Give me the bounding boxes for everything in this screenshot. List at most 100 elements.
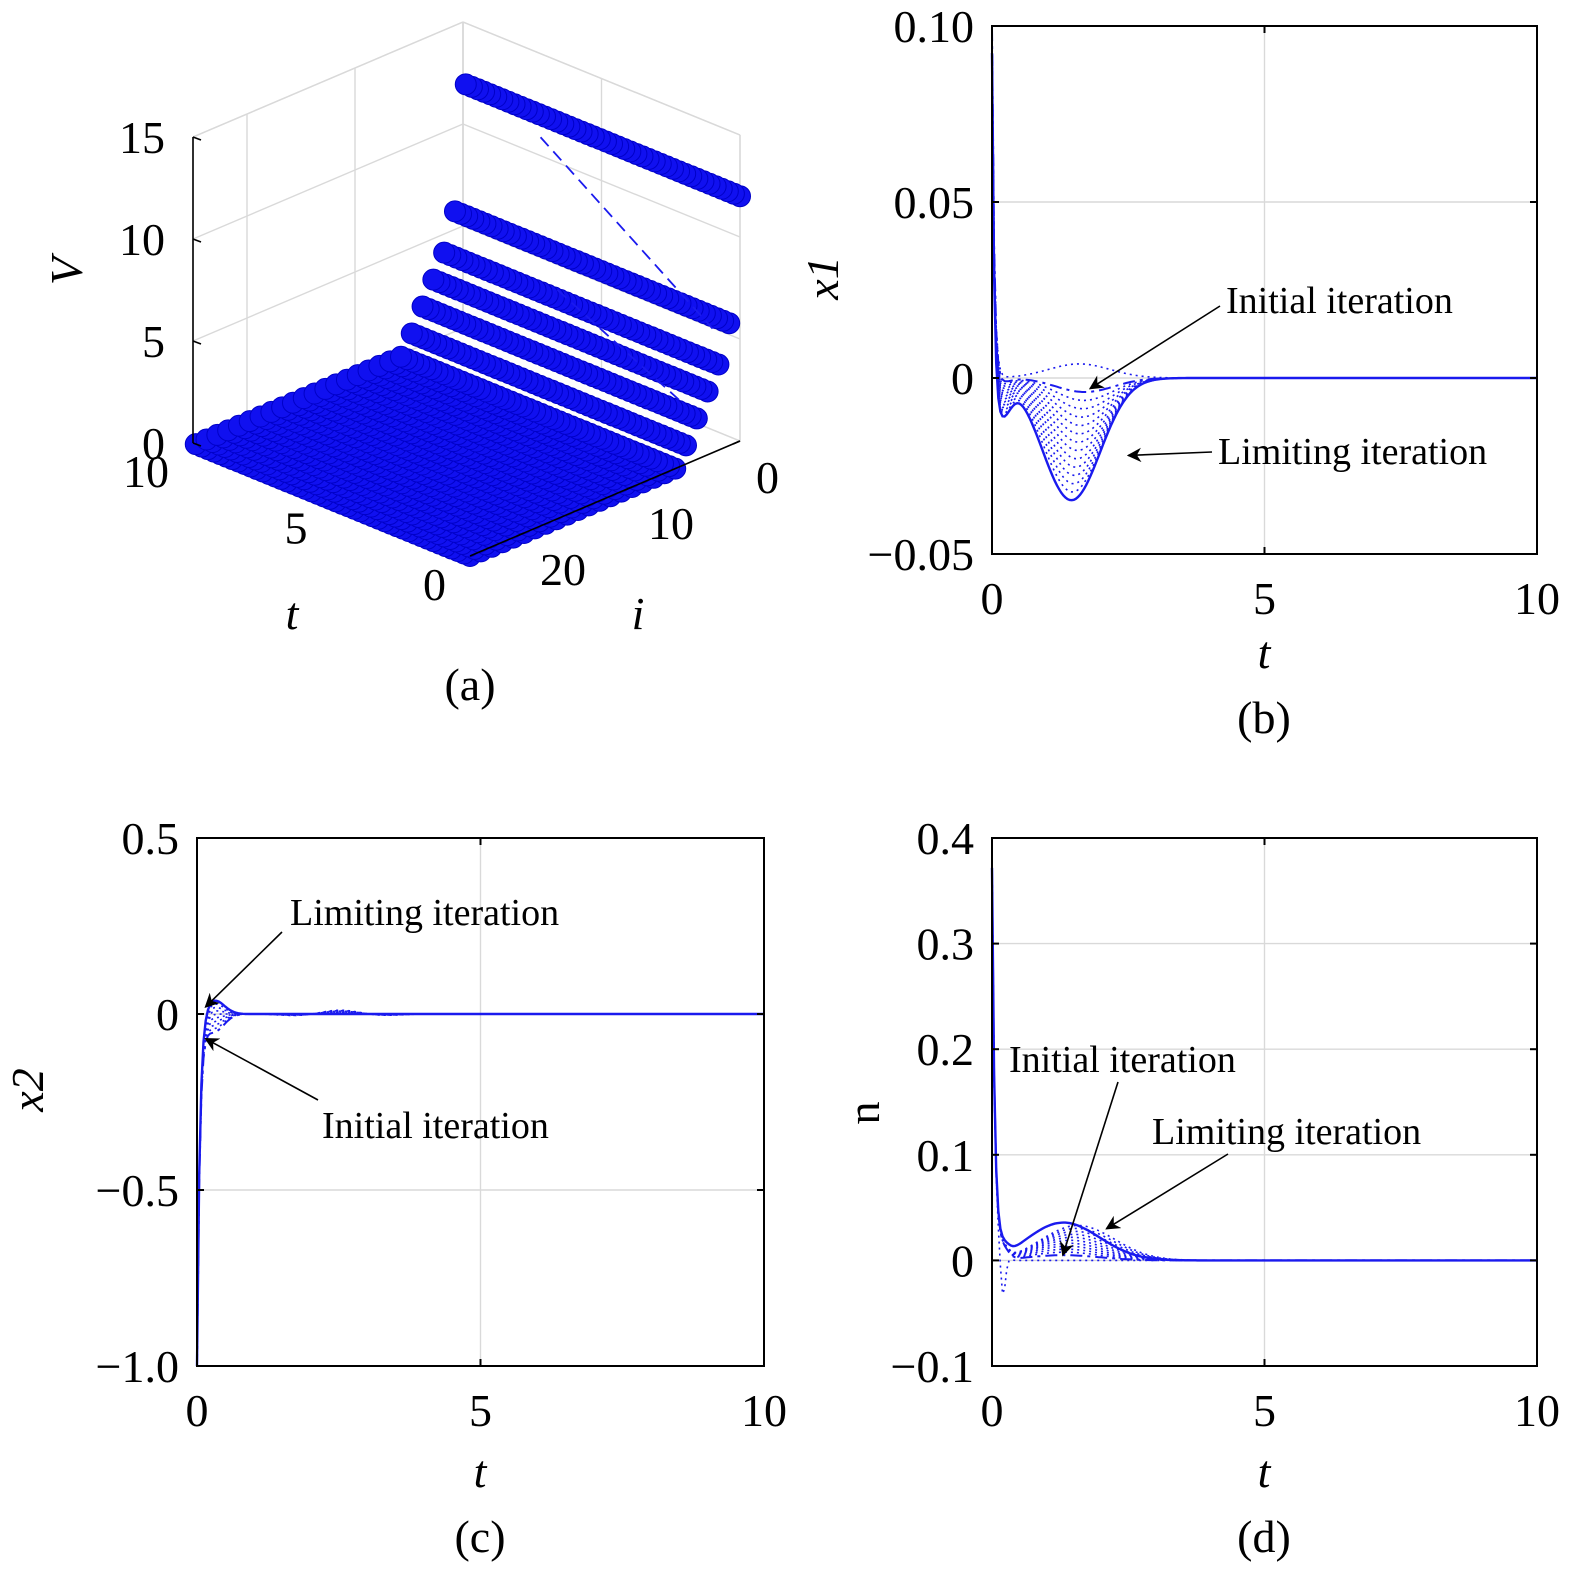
panel-a-ztick-mark xyxy=(192,238,202,243)
panel-b-ylabel: x1 xyxy=(797,256,848,300)
panel-d-ytick-label: 0.4 xyxy=(917,813,975,864)
panel-b-series-limiting xyxy=(990,52,1537,502)
panel-c-ytick-label: 0 xyxy=(156,989,179,1040)
panel-a-ytick-label: 10 xyxy=(648,498,694,549)
panel-b-ytick-label: 0 xyxy=(951,353,974,404)
panel-d-grid xyxy=(992,838,1537,1366)
panel-c-ytick-label: −1.0 xyxy=(96,1341,179,1392)
panel-a-zgrid xyxy=(192,21,464,138)
panel-a-dot xyxy=(454,73,477,96)
panel-b-annotation-arrow xyxy=(1126,447,1213,463)
panel-a-ztick-label: 5 xyxy=(142,316,165,367)
panel-a-dashed-link xyxy=(556,289,683,404)
panel-a-ztick-label: 10 xyxy=(119,214,165,265)
panel-b-data xyxy=(990,25,1537,502)
panel-d-caption: (d) xyxy=(1237,1511,1291,1562)
panel-a-dot xyxy=(400,322,423,345)
panel-d-ticks: 0 5 10−0.100.10.20.30.4 xyxy=(891,813,1560,1436)
panel-c-annotation-arrow xyxy=(204,931,283,1008)
panel-a-ztick-label: 0 xyxy=(142,418,165,469)
panel-a-ytick-mark xyxy=(516,532,525,537)
panel-b-xtick-label: 5 xyxy=(1253,573,1276,624)
panel-a-zlabel: V xyxy=(41,252,92,285)
panel-d-annotation-text: Limiting iteration xyxy=(1152,1111,1421,1153)
panel-a-ztick-mark xyxy=(192,340,202,345)
panel-c-ytick-label: 0.5 xyxy=(122,813,180,864)
panel-a-ytick-label: 20 xyxy=(540,544,586,595)
panel-c-annotations: Limiting iteration Initial iteration xyxy=(204,892,559,1147)
panel-d-xtick-label: 5 xyxy=(1253,1385,1276,1436)
panel-d-data xyxy=(990,867,1537,1294)
panel-c-ytick-label: −0.5 xyxy=(96,1165,179,1216)
panel-a-ylabel: i xyxy=(632,588,645,639)
panel-d: 0 5 10−0.100.10.20.30.4 u t (d) Initial it… xyxy=(848,813,1560,1562)
panel-a-data xyxy=(184,73,751,567)
panel-b-xtick-label: 0 xyxy=(981,573,1004,624)
panel-d-annotation-text: Initial iteration xyxy=(1009,1039,1236,1081)
panel-b-series-initial xyxy=(991,29,1537,393)
panel-c-xlabel: t xyxy=(474,1446,488,1497)
panel-b-annotation-text: Initial iteration xyxy=(1226,280,1453,322)
panel-d-ytick-label: 0.3 xyxy=(917,919,975,970)
panel-a-caption: (a) xyxy=(444,659,495,710)
panel-b-annotations: Initial iteration Limiting iteration xyxy=(1088,280,1487,473)
panel-d-annotation-arrow xyxy=(1059,1081,1119,1257)
panel-a-xtick-label: 0 xyxy=(423,559,446,610)
panel-c-ylabel: x2 xyxy=(2,1068,53,1112)
panel-b-ytick-label: −0.05 xyxy=(868,529,974,580)
panel-d-ytick-label: 0 xyxy=(951,1235,974,1286)
panel-d-annotations: Initial iteration Limiting iteration xyxy=(1009,1039,1421,1257)
panel-a-ytick-label: 0 xyxy=(756,452,779,503)
panel-c-caption: (c) xyxy=(454,1511,505,1562)
panel-d-ylabel: u xyxy=(848,1102,899,1125)
panel-a-dot xyxy=(389,345,412,368)
panel-c-annotation-text: Initial iteration xyxy=(322,1105,549,1147)
panel-d-xtick-label: 0 xyxy=(981,1385,1004,1436)
panel-a-dot xyxy=(443,200,466,223)
panel-b-series-intermediate xyxy=(991,49,1537,485)
panel-c-series-limiting xyxy=(195,999,764,1367)
panel-c-annotation-text: Limiting iteration xyxy=(290,892,559,934)
panel-d-ytick-label: −0.1 xyxy=(891,1341,974,1392)
panel-d-ytick-label: 0.2 xyxy=(917,1024,975,1075)
panel-c-xtick-label: 5 xyxy=(469,1385,492,1436)
panel-c-annotation-arrow xyxy=(204,1037,319,1101)
panel-d-xlabel: t xyxy=(1258,1446,1272,1497)
panel-c-data xyxy=(195,999,764,1367)
panel-c-ticks: 0 5 10 −1.0 −0.5 0 0.5 xyxy=(96,813,787,1436)
panel-b-annotation-text: Limiting iteration xyxy=(1218,431,1487,473)
panel-a-zgrid xyxy=(192,225,464,342)
panel-a-iaxis xyxy=(469,440,741,557)
panel-b-xlabel: t xyxy=(1258,627,1272,678)
panel-a-ztick-label: 15 xyxy=(119,112,165,163)
panel-a-ztick-mark xyxy=(192,136,202,141)
panel-a-ytick-mark xyxy=(732,440,741,445)
panel-a-ztick-mark xyxy=(192,442,202,447)
panel-b-caption: (b) xyxy=(1237,692,1291,743)
panel-a-dashed-link xyxy=(539,136,714,330)
panel-b-xtick-label: 10 xyxy=(1514,573,1560,624)
panel-c: 0 5 10 −1.0 −0.5 0 0.5 x2 t (c) Limiting itera… xyxy=(2,813,787,1562)
panel-d-xtick-label: 10 xyxy=(1514,1385,1560,1436)
panel-b-ytick-label: 0.10 xyxy=(894,1,975,52)
panel-a-dot xyxy=(411,295,434,318)
panel-a-zgrid xyxy=(192,123,464,240)
panel-a-dot xyxy=(422,268,445,291)
panel-a-xlabel: t xyxy=(286,588,300,639)
panel-d-ytick-label: 0.1 xyxy=(917,1130,975,1181)
panel-d-series-limiting xyxy=(990,867,1537,1262)
panel-a-xtick-label: 10 xyxy=(123,446,169,497)
panel-c-xtick-label: 0 xyxy=(186,1385,209,1436)
panel-d-annotation-arrow xyxy=(1105,1153,1229,1230)
panel-b-annotation-arrow xyxy=(1088,305,1221,390)
panel-a-ytick-mark xyxy=(624,486,633,491)
panel-b-series-intermediate xyxy=(991,34,1537,418)
panel-b-ytick-label: 0.05 xyxy=(894,177,975,228)
panel-a-dot xyxy=(433,241,456,264)
panel-c-xtick-label: 10 xyxy=(741,1385,787,1436)
